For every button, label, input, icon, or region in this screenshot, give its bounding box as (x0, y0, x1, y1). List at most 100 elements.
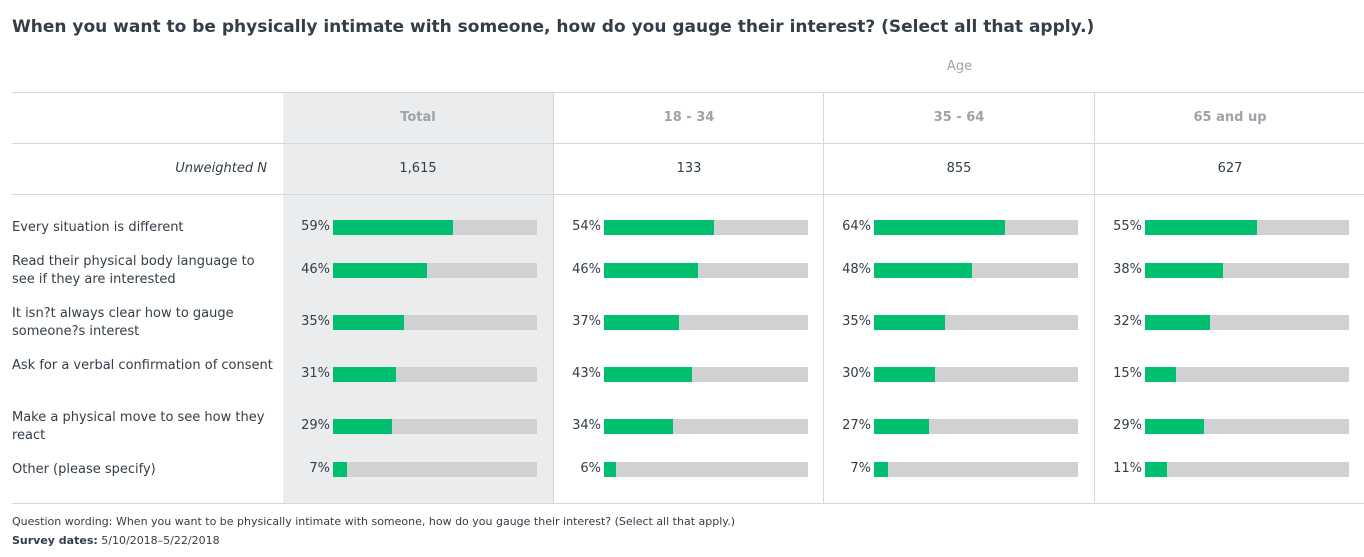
data-label: 48% (842, 262, 871, 277)
unweighted-n-value: 133 (676, 161, 702, 176)
bar-track (874, 367, 1078, 382)
bar (604, 315, 679, 330)
bar (1145, 263, 1223, 278)
unweighted-n-value: 1,615 (399, 161, 437, 176)
bar (333, 419, 392, 434)
bar-track (333, 263, 537, 278)
bar-track (1145, 367, 1349, 382)
header-bottom-rule (12, 143, 1364, 144)
bar-track (874, 220, 1078, 235)
bar (874, 462, 888, 477)
data-label: 30% (842, 366, 871, 381)
data-label: 64% (842, 219, 871, 234)
bar (333, 220, 453, 235)
data-label: 11% (1113, 461, 1142, 476)
data-label: 43% (572, 366, 601, 381)
n-row-bottom-rule (12, 194, 1364, 195)
bar (1145, 367, 1176, 382)
row-label: Ask for a verbal confirmation of consent (12, 358, 273, 373)
data-label: 54% (572, 219, 601, 234)
group-label: Age (946, 59, 973, 74)
data-label: 29% (1113, 418, 1142, 433)
bar (604, 462, 616, 477)
row-label: Read their physical body language to see… (12, 254, 255, 287)
data-label: 55% (1113, 219, 1142, 234)
survey-dates: Survey dates: 5/10/2018–5/22/2018 (12, 534, 220, 547)
row-label: It isn?t always clear how to gauge someo… (12, 306, 234, 339)
bar-track (604, 220, 808, 235)
bar (604, 367, 692, 382)
bar (604, 419, 673, 434)
bar-track (874, 315, 1078, 330)
row-label: Every situation is different (12, 220, 184, 235)
table-bottom-rule (12, 503, 1364, 504)
column-header: 65 and up (1193, 110, 1267, 125)
bar-track (604, 419, 808, 434)
data-label: 29% (301, 418, 330, 433)
question-wording-text: When you want to be physically intimate … (115, 515, 735, 528)
unweighted-n-value: 627 (1217, 161, 1243, 176)
question-wording: Question wording: When you want to be ph… (12, 515, 735, 528)
bar (874, 419, 929, 434)
bar-track (333, 367, 537, 382)
row-label: Other (please specify) (12, 462, 156, 477)
column-divider (553, 93, 554, 503)
data-label: 27% (842, 418, 871, 433)
bar-track (604, 315, 808, 330)
bar-track (1145, 263, 1349, 278)
bar-track (1145, 315, 1349, 330)
bar-track (333, 315, 537, 330)
data-label: 35% (301, 314, 330, 329)
row-label: Make a physical move to see how they rea… (12, 410, 265, 443)
bar (1145, 315, 1210, 330)
bar (604, 263, 698, 278)
data-label: 46% (301, 262, 330, 277)
data-label: 7% (309, 461, 330, 476)
survey-dates-label: Survey dates: (12, 534, 98, 547)
data-label: 35% (842, 314, 871, 329)
bar (1145, 419, 1204, 434)
total-column-background (283, 93, 553, 503)
data-label: 59% (301, 219, 330, 234)
data-label: 38% (1113, 262, 1142, 277)
bar (874, 315, 945, 330)
bar-track (874, 263, 1078, 278)
bar (874, 367, 935, 382)
bar-track (604, 263, 808, 278)
bar (333, 367, 396, 382)
unweighted-n-label: Unweighted N (175, 161, 267, 176)
data-label: 37% (572, 314, 601, 329)
bar (874, 220, 1005, 235)
column-divider (823, 93, 824, 503)
bar (333, 263, 427, 278)
data-label: 31% (301, 366, 330, 381)
bar-track (604, 367, 808, 382)
bar-track (333, 462, 537, 477)
data-label: 32% (1113, 314, 1142, 329)
data-label: 34% (572, 418, 601, 433)
bar (333, 462, 347, 477)
bar-track (874, 462, 1078, 477)
column-header: Total (400, 110, 436, 125)
bar-track (874, 419, 1078, 434)
data-label: 7% (850, 461, 871, 476)
column-divider (1094, 93, 1095, 503)
column-header: 35 - 64 (933, 110, 985, 125)
data-label: 6% (580, 461, 601, 476)
data-label: 15% (1113, 366, 1142, 381)
survey-dates-text: 5/10/2018–5/22/2018 (101, 534, 220, 547)
bar (1145, 462, 1167, 477)
bar-track (1145, 220, 1349, 235)
question-wording-label: Question wording: (12, 515, 113, 528)
unweighted-n-value: 855 (946, 161, 972, 176)
bar-track (1145, 419, 1349, 434)
data-label: 46% (572, 262, 601, 277)
bar (604, 220, 714, 235)
bar (874, 263, 972, 278)
bar-track (333, 419, 537, 434)
bar (1145, 220, 1257, 235)
bar-track (604, 462, 808, 477)
bar-track (333, 220, 537, 235)
chart-title: When you want to be physically intimate … (12, 17, 1095, 37)
bar (333, 315, 404, 330)
